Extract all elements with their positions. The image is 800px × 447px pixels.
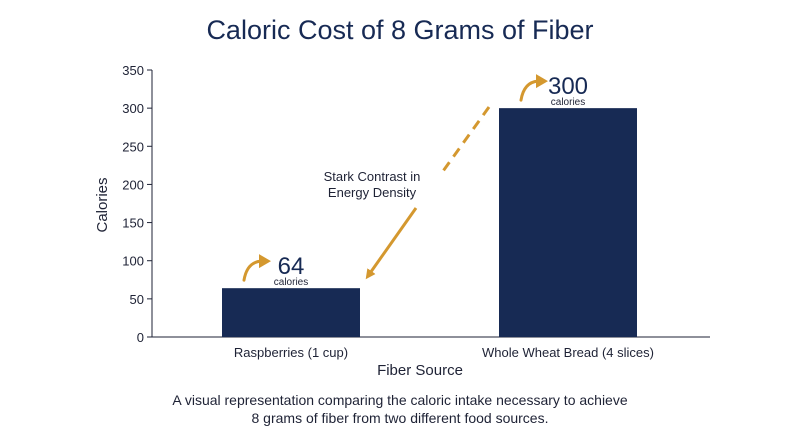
- annotation-line-1: Stark Contrast in: [324, 169, 421, 184]
- annotation-dashed-line: [439, 106, 491, 175]
- y-axis-label: Calories: [94, 177, 111, 232]
- data-label-unit: calories: [274, 277, 308, 288]
- y-tick-label: 0: [137, 330, 144, 345]
- x-tick-label: Whole Wheat Bread (4 slices): [482, 345, 654, 360]
- y-tick-label: 50: [130, 292, 144, 307]
- x-axis-label: Fiber Source: [377, 362, 463, 379]
- y-tick-label: 350: [122, 63, 144, 78]
- y-tick-label: 200: [122, 177, 144, 192]
- x-tick-label: Raspberries (1 cup): [234, 345, 348, 360]
- bar-1: [222, 288, 360, 337]
- x-axis-tick-labels: Raspberries (1 cup) Whole Wheat Bread (4 …: [234, 345, 654, 360]
- data-label-unit: calories: [551, 97, 585, 108]
- bar-2: [499, 108, 637, 338]
- y-axis-ticks: 0 50 100 150 200 250 300 350: [122, 63, 152, 345]
- y-tick-label: 100: [122, 254, 144, 269]
- data-label-value: 300: [548, 73, 588, 100]
- chart-title: Caloric Cost of 8 Grams of Fiber: [206, 15, 593, 45]
- caption-line-1: A visual representation comparing the ca…: [172, 392, 628, 408]
- y-tick-label: 250: [122, 139, 144, 154]
- chart-caption: A visual representation comparing the ca…: [0, 391, 800, 427]
- bars-group: [222, 108, 637, 338]
- curved-arrow-head-icon: [536, 74, 548, 89]
- curved-arrow-head-icon: [259, 254, 271, 269]
- annotation-line-2: Energy Density: [328, 185, 417, 200]
- annotation-arrow: [365, 207, 418, 280]
- y-tick-label: 150: [122, 216, 144, 231]
- curved-arrow-icon: [242, 259, 263, 282]
- y-tick-label: 300: [122, 101, 144, 116]
- data-label-value: 64: [278, 253, 305, 280]
- caption-line-2: 8 grams of fiber from two different food…: [251, 410, 549, 426]
- curved-arrow-icon: [519, 79, 540, 102]
